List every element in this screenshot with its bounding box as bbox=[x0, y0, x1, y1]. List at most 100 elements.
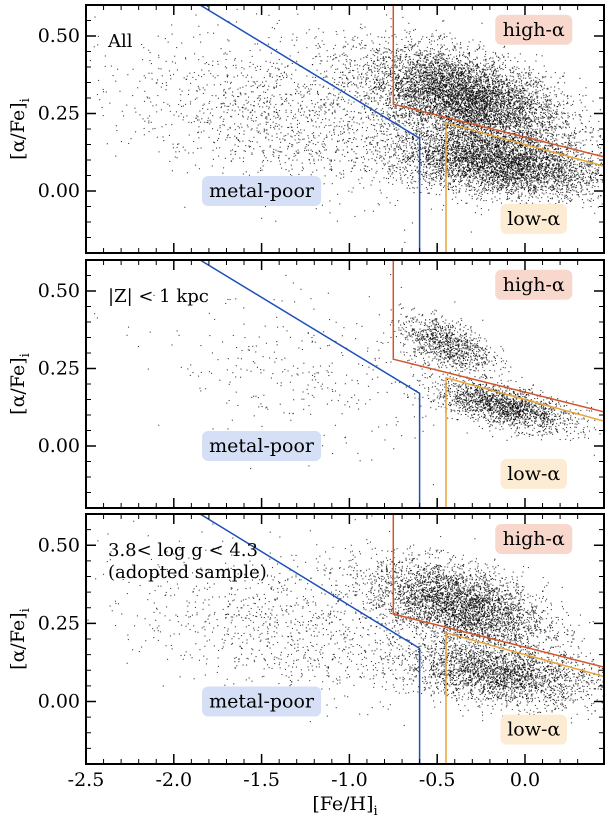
scatter-point bbox=[415, 98, 417, 100]
scatter-point bbox=[448, 95, 450, 97]
scatter-point bbox=[442, 107, 444, 109]
scatter-point bbox=[463, 123, 465, 125]
scatter-point bbox=[409, 122, 411, 124]
scatter-point bbox=[465, 119, 467, 121]
scatter-point bbox=[529, 120, 531, 122]
scatter-point bbox=[401, 61, 403, 63]
scatter-point bbox=[434, 91, 436, 93]
scatter-point bbox=[489, 65, 491, 67]
scatter-point bbox=[502, 111, 504, 113]
scatter-point bbox=[439, 113, 441, 115]
scatter-point bbox=[465, 103, 467, 105]
scatter-point bbox=[527, 101, 529, 103]
scatter-point bbox=[344, 64, 346, 66]
scatter-point bbox=[384, 86, 386, 88]
scatter-point bbox=[336, 33, 338, 35]
scatter-point bbox=[518, 103, 520, 105]
scatter-point bbox=[408, 116, 410, 118]
scatter-point bbox=[355, 84, 357, 86]
scatter-point bbox=[445, 114, 447, 116]
scatter-point bbox=[484, 55, 486, 57]
scatter-point bbox=[443, 98, 445, 100]
scatter-point bbox=[441, 75, 443, 77]
scatter-point bbox=[473, 109, 475, 111]
scatter-point bbox=[374, 76, 376, 78]
scatter-point bbox=[532, 86, 534, 88]
scatter-point bbox=[418, 76, 420, 78]
scatter-point bbox=[396, 122, 398, 124]
scatter-point bbox=[498, 76, 500, 78]
scatter-point bbox=[525, 114, 527, 116]
scatter-point bbox=[497, 138, 499, 140]
scatter-point bbox=[445, 120, 447, 122]
scatter-point bbox=[498, 139, 500, 141]
scatter-point bbox=[545, 94, 547, 96]
scatter-point bbox=[454, 128, 456, 130]
scatter-point bbox=[417, 69, 419, 71]
scatter-point bbox=[484, 90, 486, 92]
scatter-point bbox=[511, 139, 513, 141]
scatter-point bbox=[467, 68, 469, 70]
scatter-point bbox=[505, 119, 507, 121]
scatter-point bbox=[457, 84, 459, 86]
scatter-point bbox=[523, 122, 525, 124]
scatter-point bbox=[474, 121, 476, 123]
scatter-point bbox=[452, 64, 454, 66]
scatter-point bbox=[462, 111, 464, 113]
scatter-point bbox=[496, 108, 498, 110]
scatter-point bbox=[511, 136, 513, 138]
scatter-point bbox=[323, 43, 325, 45]
scatter-point bbox=[426, 84, 428, 86]
scatter-point bbox=[525, 77, 527, 79]
scatter-point bbox=[475, 98, 477, 100]
scatter-point bbox=[491, 103, 493, 105]
scatter-point bbox=[431, 84, 433, 86]
scatter-point bbox=[374, 86, 376, 88]
scatter-point bbox=[504, 115, 506, 117]
scatter-point bbox=[448, 112, 450, 114]
scatter-point bbox=[431, 70, 433, 72]
scatter-point bbox=[419, 65, 421, 67]
scatter-point bbox=[476, 125, 478, 127]
scatter-point bbox=[555, 151, 557, 153]
scatter-point bbox=[522, 119, 524, 121]
scatter-point bbox=[561, 151, 563, 153]
scatter-point bbox=[495, 94, 497, 96]
scatter-point bbox=[470, 114, 472, 116]
scatter-point bbox=[576, 154, 578, 156]
scatter-point bbox=[510, 71, 512, 73]
scatter-point bbox=[486, 80, 488, 82]
scatter-point bbox=[507, 125, 509, 127]
scatter-point bbox=[477, 126, 479, 128]
scatter-point bbox=[434, 106, 436, 108]
scatter-point bbox=[423, 131, 425, 133]
scatter-point bbox=[496, 118, 498, 120]
scatter-point bbox=[371, 97, 373, 99]
scatter-point bbox=[492, 86, 494, 88]
scatter-point bbox=[375, 51, 377, 53]
scatter-point bbox=[365, 79, 367, 81]
scatter-point bbox=[472, 97, 474, 99]
scatter-point bbox=[560, 116, 562, 118]
scatter-point bbox=[494, 119, 496, 121]
scatter-point bbox=[412, 95, 414, 97]
scatter-point bbox=[421, 102, 423, 104]
scatter-point bbox=[377, 103, 379, 105]
scatter-point bbox=[417, 96, 419, 98]
scatter-point bbox=[545, 103, 547, 105]
scatter-point bbox=[379, 64, 381, 66]
scatter-point bbox=[482, 69, 484, 71]
scatter-point bbox=[600, 152, 602, 154]
scatter-point bbox=[530, 120, 532, 122]
scatter-point bbox=[433, 79, 435, 81]
scatter-point bbox=[396, 90, 398, 92]
scatter-point bbox=[547, 87, 549, 89]
scatter-point bbox=[358, 43, 360, 45]
scatter-point bbox=[446, 72, 448, 74]
scatter-point bbox=[468, 72, 470, 74]
scatter-point bbox=[401, 108, 403, 110]
scatter-point bbox=[471, 134, 473, 136]
scatter-point bbox=[443, 92, 445, 94]
scatter-point bbox=[441, 132, 443, 134]
scatter-point bbox=[500, 105, 502, 107]
